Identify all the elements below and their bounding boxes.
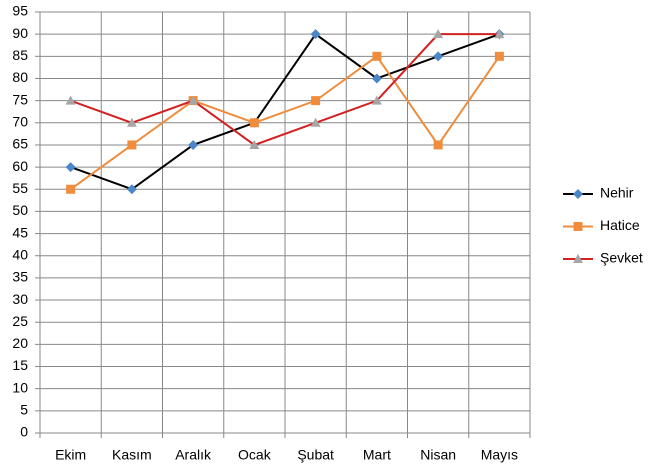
y-tick-label: 55: [12, 180, 28, 196]
x-tick-label: Nisan: [420, 447, 456, 463]
y-tick-label: 65: [12, 136, 28, 152]
data-point: [310, 29, 321, 40]
y-tick-label: 25: [12, 313, 28, 329]
legend-marker: [573, 222, 583, 231]
data-point: [433, 29, 444, 39]
data-point: [249, 139, 260, 149]
x-tick-label: Kasım: [112, 447, 152, 463]
y-tick-label: 45: [12, 224, 28, 240]
data-point: [188, 95, 199, 105]
y-tick-label: 40: [12, 246, 28, 262]
series-line: [70, 54, 501, 191]
y-tick-label: 5: [20, 402, 28, 418]
y-tick-label: 35: [12, 269, 28, 285]
x-tick-label: Mart: [363, 447, 391, 463]
y-tick-label: 0: [20, 424, 28, 440]
data-point: [494, 51, 504, 61]
legend-label: Şevket: [600, 250, 643, 266]
y-tick-label: 20: [12, 335, 28, 351]
data-point: [371, 95, 382, 105]
data-point: [310, 117, 321, 127]
legend-label: Hatice: [600, 217, 640, 233]
data-point: [66, 184, 76, 194]
y-tick-label: 85: [12, 47, 28, 63]
y-tick-label: 10: [12, 379, 28, 395]
data-point: [433, 51, 444, 62]
x-tick-label: Şubat: [297, 447, 334, 463]
x-tick-label: Ocak: [238, 447, 272, 463]
y-tick-label: 90: [12, 25, 28, 41]
y-tick-label: 50: [12, 202, 28, 218]
data-point: [249, 118, 259, 128]
data-point: [433, 140, 443, 150]
legend-marker: [573, 189, 583, 199]
data-point: [65, 162, 76, 173]
series-line: [70, 33, 500, 147]
y-tick-label: 70: [12, 113, 28, 129]
x-tick-label: Ekim: [55, 447, 86, 463]
y-tick-label: 60: [12, 158, 28, 174]
data-point: [372, 51, 382, 61]
y-tick-label: 80: [12, 69, 28, 85]
data-point: [65, 95, 76, 105]
data-point: [188, 139, 199, 150]
legend-marker: [573, 254, 583, 263]
series-line: [70, 32, 500, 191]
data-point: [311, 96, 321, 106]
x-tick-label: Mayıs: [481, 447, 518, 463]
legend-label: Nehir: [600, 185, 634, 201]
data-point: [494, 29, 505, 39]
y-tick-label: 30: [12, 291, 28, 307]
data-point: [371, 73, 382, 84]
x-tick-label: Aralık: [175, 447, 212, 463]
data-point: [126, 184, 137, 195]
y-tick-label: 75: [12, 91, 28, 107]
y-tick-label: 15: [12, 357, 28, 373]
data-point: [126, 117, 137, 127]
y-tick-label: 95: [12, 3, 28, 19]
data-point: [127, 140, 137, 150]
